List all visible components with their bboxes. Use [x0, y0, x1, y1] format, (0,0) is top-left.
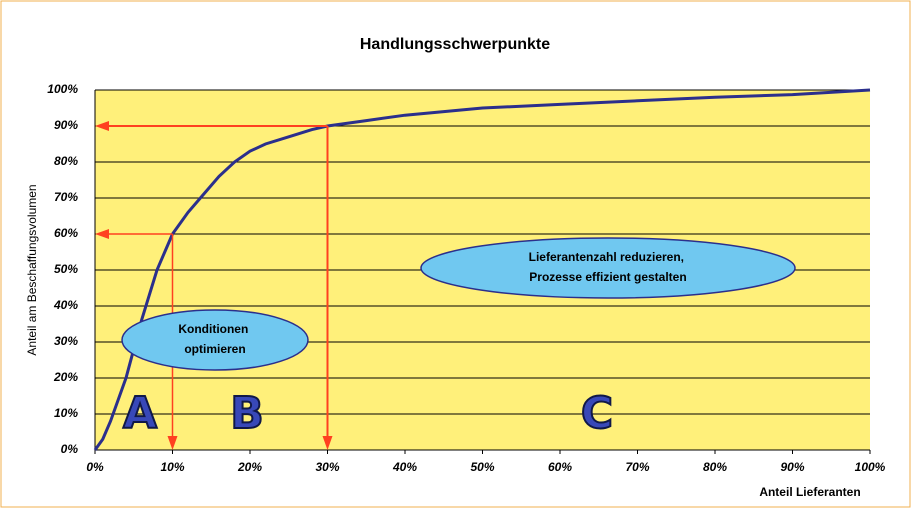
annotation-line: optimieren: [184, 342, 245, 356]
y-axis-label: Anteil am Beschaffungsvolumen: [25, 184, 39, 355]
x-tick-label: 70%: [625, 460, 649, 474]
x-axis-label: Anteil Lieferanten: [759, 485, 860, 499]
x-tick-label: 60%: [548, 460, 572, 474]
zone-label: A: [123, 388, 157, 439]
annotation-line: Lieferantenzahl reduzieren,: [529, 250, 684, 264]
annotation-line: Prozesse effizient gestalten: [529, 270, 686, 284]
annotation-bubble: [420, 237, 796, 299]
y-tick-label: 90%: [54, 118, 78, 132]
x-tick-label: 100%: [855, 460, 886, 474]
x-tick-label: 40%: [392, 460, 417, 474]
y-tick-label: 50%: [54, 262, 78, 276]
y-tick-label: 100%: [47, 82, 78, 96]
arrow-head: [95, 229, 109, 239]
x-tick-label: 50%: [470, 460, 494, 474]
arrow-head: [322, 436, 333, 450]
annotation: Konditionen optimieren: [178, 322, 251, 356]
y-tick-label: 20%: [53, 370, 78, 384]
y-tick-label: 10%: [54, 406, 78, 420]
x-tick-label: 80%: [703, 460, 727, 474]
annotation-line: Konditionen: [178, 322, 248, 336]
chart-title: Handlungsschwerpunkte: [360, 36, 550, 53]
y-tick-label: 0%: [61, 442, 79, 456]
y-tick-label: 30%: [54, 334, 78, 348]
y-tick-label: 60%: [54, 226, 78, 240]
zone-label: C: [581, 388, 613, 439]
arrow-head: [167, 436, 178, 450]
x-tick-label: 20%: [237, 460, 262, 474]
annotation: Lieferantenzahl reduzieren, Prozesse eff…: [529, 250, 688, 284]
zone-label: B: [230, 388, 264, 439]
arrow-head: [95, 121, 109, 131]
x-tick-label: 10%: [160, 460, 184, 474]
x-tick-label: 0%: [86, 460, 104, 474]
x-tick-label: 90%: [780, 460, 804, 474]
annotation-bubble: [121, 309, 309, 371]
x-tick-label: 30%: [315, 460, 339, 474]
y-tick-label: 80%: [54, 154, 78, 168]
line-series: [93, 88, 871, 451]
y-tick-label: 70%: [54, 190, 78, 204]
y-tick-label: 40%: [53, 298, 78, 312]
